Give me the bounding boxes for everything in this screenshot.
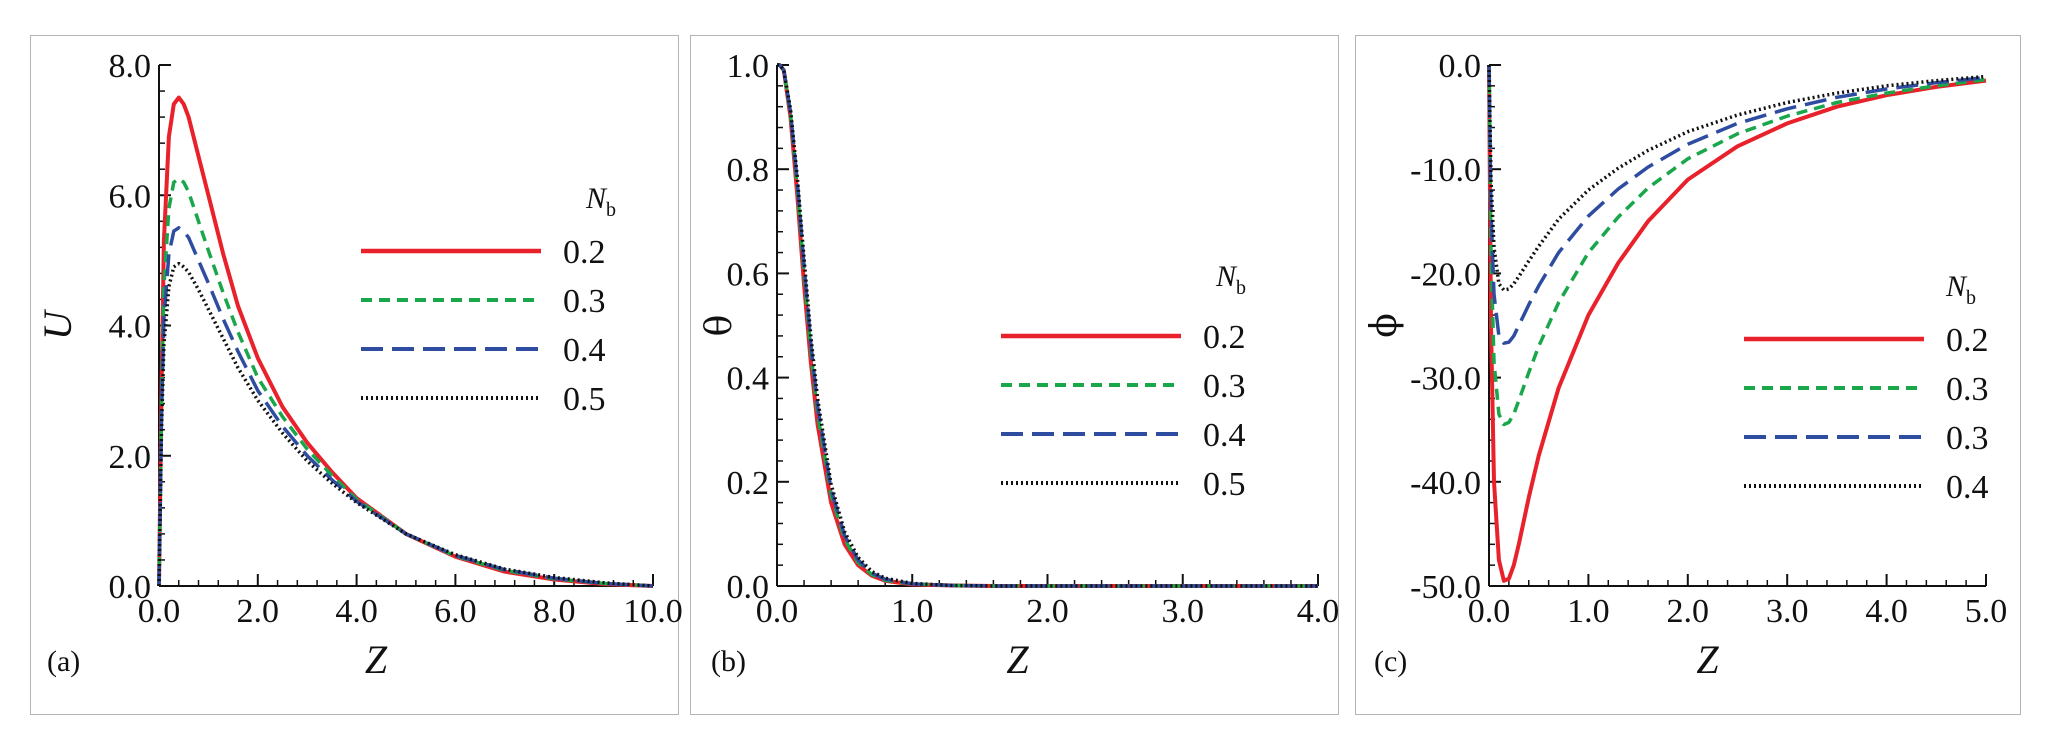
x-tick-label: 1.0 <box>1567 593 1610 630</box>
legend-item: 0.2 <box>1744 322 1989 359</box>
legend-label: 0.3 <box>1946 420 1989 457</box>
legend-item: 0.2 <box>361 234 606 271</box>
legend-title: Nb <box>1945 270 1976 309</box>
legend-label: 0.3 <box>563 283 606 320</box>
y-axis-title: ϕ <box>1364 313 1405 338</box>
x-tick-label: 3.0 <box>1766 593 1809 630</box>
y-tick-label: 4.0 <box>109 309 152 346</box>
x-axis-title: Z <box>1696 637 1719 682</box>
legend-label: 0.3 <box>1946 371 1989 408</box>
panel-c: 0.0 1.0 2.0 3.0 4.0 5.0 -50.0 -40.0 -30.0 -20.0 -1… <box>1355 35 2021 715</box>
legend-item: 0.3 <box>1001 368 1246 405</box>
y-tick-label: 1.0 <box>727 48 770 85</box>
legend-item: 0.3 <box>361 283 606 320</box>
legend-label: 0.2 <box>563 234 606 271</box>
legend-item: 0.4 <box>1744 469 1989 506</box>
legend-item: 0.4 <box>361 332 606 369</box>
legend-title-sub: b <box>1236 277 1246 299</box>
legend-title-main: N <box>1215 260 1238 293</box>
series-line-0-3 <box>1487 64 1987 345</box>
y-tick-label: -40.0 <box>1410 465 1481 502</box>
x-tick-label: 2.0 <box>1667 593 1710 630</box>
legend-title: Nb <box>585 182 616 221</box>
chart-c: 0.0 1.0 2.0 3.0 4.0 5.0 -50.0 -40.0 -30.0 -20.0 -1… <box>1364 48 2007 682</box>
x-axis-title: Z <box>365 637 388 682</box>
legend: Nb 0.2 0.3 0.4 0.5 <box>1001 260 1246 503</box>
x-axis-title: Z <box>1006 637 1029 682</box>
legend-title-main: N <box>585 182 608 215</box>
panel-label: (c) <box>1374 645 1407 678</box>
legend-title-sub: b <box>1966 287 1976 309</box>
legend-label: 0.5 <box>563 381 606 418</box>
y-tick-label: -30.0 <box>1410 361 1481 398</box>
legend-title-main: N <box>1945 270 1968 303</box>
x-tick-label: 0.0 <box>756 593 799 630</box>
x-tick-label: 4.0 <box>1297 593 1340 630</box>
y-tick-label: 0.2 <box>727 465 770 502</box>
legend-item: 0.5 <box>361 381 606 418</box>
series-line-0-2 <box>1487 64 1987 583</box>
y-tick-label: -50.0 <box>1410 569 1481 606</box>
x-tick-label: 1.0 <box>891 593 934 630</box>
legend-item: 0.4 <box>1001 417 1246 454</box>
series-line-0-3 <box>1487 64 1987 427</box>
y-tick-label: 6.0 <box>109 178 152 215</box>
legend: Nb0.20.30.40.5 <box>361 182 616 418</box>
series-line-0-3 <box>777 63 1318 588</box>
series-group <box>157 95 654 588</box>
y-tick-label: 0.0 <box>727 569 770 606</box>
y-tick-label: 0.6 <box>727 256 770 293</box>
x-tick-label: 4.0 <box>1865 593 1908 630</box>
panel-a: 0.0 2.0 4.0 6.0 8.0 10.0 0.0 2.0 4.0 6.0 8.0 Z U (a) N… <box>30 35 683 715</box>
y-tick-label: 8.0 <box>109 48 152 85</box>
series-line-0-4 <box>1487 64 1987 292</box>
legend-title-sub: b <box>606 199 616 221</box>
legend-item: 0.2 <box>1001 319 1246 356</box>
series-line-0-5 <box>157 261 654 588</box>
y-tick-label: 0.0 <box>109 569 152 606</box>
series-group <box>777 63 1318 588</box>
y-tick-label: 0.8 <box>727 152 770 189</box>
legend-label: 0.2 <box>1946 322 1989 359</box>
chart-a: 0.0 2.0 4.0 6.0 8.0 10.0 0.0 2.0 4.0 6.0 8.0 Z U (a) N… <box>35 48 683 682</box>
legend-label: 0.4 <box>563 332 606 369</box>
x-tick-label: 6.0 <box>434 593 477 630</box>
legend-label: 0.3 <box>1203 368 1246 405</box>
series-group <box>1487 64 1987 583</box>
chart-b: 0.0 1.0 2.0 3.0 4.0 0.0 0.2 0.4 0.6 0.8 1.0 Zθ (b) Nb… <box>699 48 1340 682</box>
y-tick-label: 2.0 <box>109 439 152 476</box>
x-tick-label: 0.0 <box>138 593 181 630</box>
axes: 0.0 1.0 2.0 3.0 4.0 5.0 -50.0 -40.0 -30.0 -20.0 -1… <box>1410 48 2007 630</box>
legend-label: 0.4 <box>1946 469 1989 506</box>
axes: 0.0 2.0 4.0 6.0 8.0 10.0 0.0 2.0 4.0 6.0 8.0 <box>109 48 683 630</box>
series-line-0-4 <box>157 226 654 588</box>
legend-item: 0.3 <box>1744 420 1989 457</box>
y-tick-label: -10.0 <box>1410 152 1481 189</box>
legend-title: Nb <box>1215 260 1246 299</box>
x-tick-label: 10.0 <box>623 593 683 630</box>
x-tick-label: 3.0 <box>1162 593 1205 630</box>
legend: Nb 0.2 0.3 0.3 0.4 <box>1744 270 1989 506</box>
legend-item: 0.5 <box>1001 466 1246 503</box>
series-line-0-5 <box>777 63 1318 588</box>
x-tick-label: 2.0 <box>237 593 280 630</box>
x-tick-label: 4.0 <box>335 593 378 630</box>
x-tick-label: 5.0 <box>1965 593 2008 630</box>
x-tick-label: 8.0 <box>533 593 576 630</box>
x-tick-label: 0.0 <box>1468 593 1511 630</box>
y-tick-label: 0.0 <box>1439 48 1482 85</box>
y-tick-label: 0.4 <box>727 361 770 398</box>
panel-label: (a) <box>47 645 80 678</box>
legend-label: 0.5 <box>1203 466 1246 503</box>
y-axis-title: θ <box>699 315 740 337</box>
legend-item: 0.3 <box>1744 371 1989 408</box>
panel-label: (b) <box>711 645 746 678</box>
y-axis-title: U <box>35 308 80 340</box>
legend-label: 0.2 <box>1203 319 1246 356</box>
y-tick-label: -20.0 <box>1410 256 1481 293</box>
legend-label: 0.4 <box>1203 417 1246 454</box>
axes: 0.0 1.0 2.0 3.0 4.0 0.0 0.2 0.4 0.6 0.8 1.0 <box>727 48 1340 630</box>
x-tick-label: 2.0 <box>1026 593 1069 630</box>
